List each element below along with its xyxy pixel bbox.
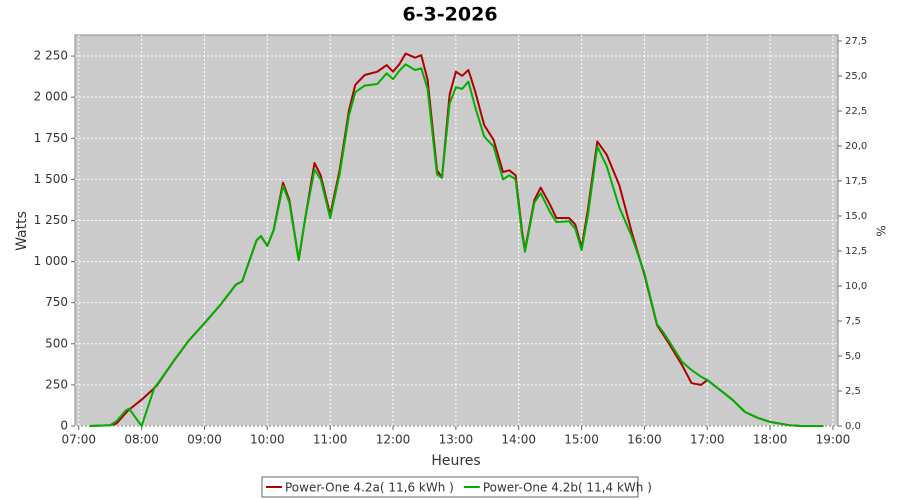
y-tick-label: 500 <box>45 336 68 350</box>
x-tick-label: 07:00 <box>61 433 96 447</box>
x-tick-label: 11:00 <box>313 433 348 447</box>
y-tick-label: 1 500 <box>34 172 68 186</box>
legend <box>261 476 639 498</box>
y-tick-label: 1 750 <box>34 131 68 145</box>
chart-title: 6-3-2026 <box>402 4 497 26</box>
x-tick-label: 18:00 <box>753 433 788 447</box>
y2-tick-label: 10,0 <box>845 281 867 292</box>
y-tick-label: 2 250 <box>34 49 68 63</box>
x-tick-label: 13:00 <box>439 433 474 447</box>
y-tick-label: 2 000 <box>34 90 68 104</box>
y2-tick-label: 25,0 <box>845 71 867 82</box>
x-tick-label: 10:00 <box>250 433 285 447</box>
y2-tick-label: 0,0 <box>845 421 861 432</box>
y-tick-label: 0 <box>60 419 68 433</box>
y2-tick-label: 7,5 <box>845 316 861 327</box>
y2-tick-label: 22,5 <box>845 106 867 117</box>
y2-axis-label: % <box>874 225 888 236</box>
x-tick-label: 12:00 <box>376 433 411 447</box>
y-axis-label: Watts <box>14 211 30 251</box>
x-tick-label: 16:00 <box>627 433 662 447</box>
x-tick-label: 14:00 <box>501 433 536 447</box>
y2-tick-label: 17,5 <box>845 176 867 187</box>
y2-tick-label: 5,0 <box>845 351 861 362</box>
y2-tick-label: 20,0 <box>845 141 867 152</box>
x-tick-label: 08:00 <box>124 433 159 447</box>
series-line <box>89 63 824 427</box>
x-tick-label: 17:00 <box>690 433 725 447</box>
y2-tick-label: 2,5 <box>845 386 861 397</box>
y-tick-label: 750 <box>45 295 68 309</box>
x-tick-label: 09:00 <box>187 433 222 447</box>
y-tick-label: 250 <box>45 377 68 391</box>
legend-label: Power-One 4.2b( 11,4 kWh ) <box>483 481 652 495</box>
y-tick-label: 1 250 <box>34 213 68 227</box>
x-axis-label: Heures <box>431 453 480 469</box>
y2-tick-label: 12,5 <box>845 246 867 257</box>
x-tick-label: 15:00 <box>564 433 599 447</box>
y2-tick-label: 15,0 <box>845 211 867 222</box>
y2-tick-label: 27,5 <box>845 36 867 47</box>
plot-area <box>74 34 839 427</box>
x-tick-label: 19:00 <box>816 433 851 447</box>
legend-label: Power-One 4.2a( 11,6 kWh ) <box>285 481 454 495</box>
y-tick-label: 1 000 <box>34 254 68 268</box>
